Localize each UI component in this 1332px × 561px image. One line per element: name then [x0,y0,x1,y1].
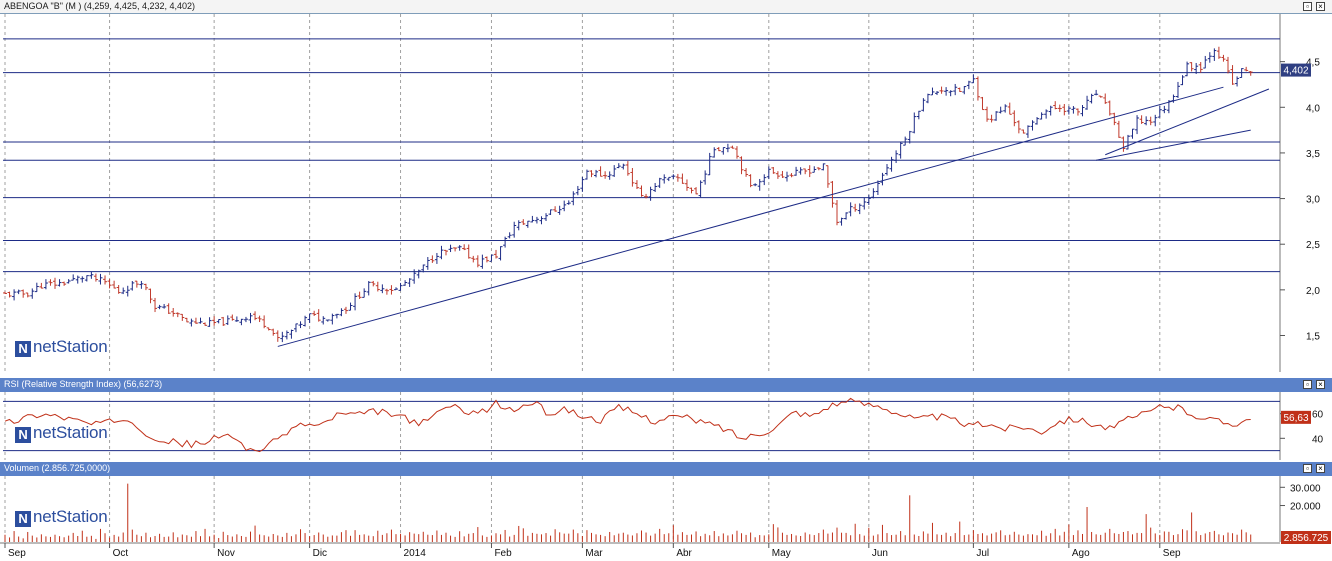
rsi-line [4,397,1251,453]
price-chart[interactable]: 1,5 2,0 2,5 3,0 3,5 4,0 4,54,402 [0,14,1332,374]
netstation-logo-text: netStation [33,507,108,526]
volume-close-button[interactable]: × [1316,464,1325,473]
price-panel-title: ABENGOA "B" (M ) (4,259, 4,425, 4,232, 4… [4,1,195,11]
rsi-plot-area [0,392,1332,460]
volume-panel-title: Volumen (2.856.725,0000) [4,463,111,473]
x-axis-tick-label: Sep [8,548,26,559]
netstation-logo-text: netStation [33,337,108,356]
price-trendline [1105,88,1270,156]
price-restore-button[interactable]: ▫ [1303,2,1312,11]
volume-panel-titlebar: Volumen (2.856.725,0000) ▫ × [0,462,1332,476]
volume-restore-button[interactable]: ▫ [1303,464,1312,473]
price-close-button[interactable]: × [1316,2,1325,11]
x-axis-tick-label: Feb [494,548,512,559]
netstation-logo-mark: N [15,341,31,357]
x-axis-tick-label: May [772,548,791,559]
x-axis-tick-label: Sep [1163,548,1181,559]
x-axis-tick-label: Nov [217,548,235,559]
price-panel-titlebar: ABENGOA "B" (M ) (4,259, 4,425, 4,232, 4… [0,0,1332,14]
volume-y-tick-label: 20.000 [1290,502,1321,513]
x-axis-tick-label: Dic [313,548,327,559]
netstation-logo-mark: N [15,427,31,443]
x-axis-band [0,543,1280,561]
price-plot-area [0,14,1332,374]
x-axis-tick-label: Oct [113,548,129,559]
rsi-y-tick-label: 40 [1312,434,1324,445]
price-last-value-label: 4,402 [1283,66,1308,77]
x-axis-tick-label: Jun [872,548,888,559]
rsi-last-value-label: 56,63 [1283,413,1308,424]
volume-y-tick-label: 30.000 [1290,483,1321,494]
rsi-close-button[interactable]: × [1316,380,1325,389]
volume-last-value-tag [1281,531,1331,544]
rsi-panel-titlebar: RSI (Relative Strength Index) (56,6273) … [0,378,1332,392]
rsi-chart[interactable]: 40 60 56,63 [0,392,1332,460]
x-axis-tick-label: Jul [976,548,989,559]
price-y-tick-label: 3,5 [1306,149,1320,160]
rsi-panel-title: RSI (Relative Strength Index) (56,6273) [4,379,163,389]
price-trendline [277,86,1224,347]
volume-chart[interactable]: 20.000 30.000 2.856.725 Sep Oct Nov Dic 2014 Feb… [0,476,1332,561]
price-y-tick-label: 4,5 [1306,58,1320,69]
x-axis-tick-label: 2014 [404,548,427,559]
price-trendline [1096,129,1251,161]
price-y-tick-label: 3,0 [1306,195,1320,206]
volume-last-value-label: 2.856.725 [1284,533,1329,544]
price-y-tick-label: 1,5 [1306,331,1320,342]
netstation-logo-mark: N [15,511,31,527]
x-axis-tick-label: Mar [585,548,603,559]
x-axis-tick-label: Abr [676,548,692,559]
netstation-logo-text: netStation [33,423,108,442]
price-y-tick-label: 2,0 [1306,286,1320,297]
price-last-value-tag [1281,63,1311,77]
rsi-y-tick-label: 60 [1312,410,1324,421]
rsi-restore-button[interactable]: ▫ [1303,380,1312,389]
price-y-tick-label: 2,5 [1306,240,1320,251]
rsi-last-value-tag [1281,410,1311,424]
price-y-tick-label: 4,0 [1306,103,1320,114]
x-axis-tick-label: Ago [1072,548,1090,559]
